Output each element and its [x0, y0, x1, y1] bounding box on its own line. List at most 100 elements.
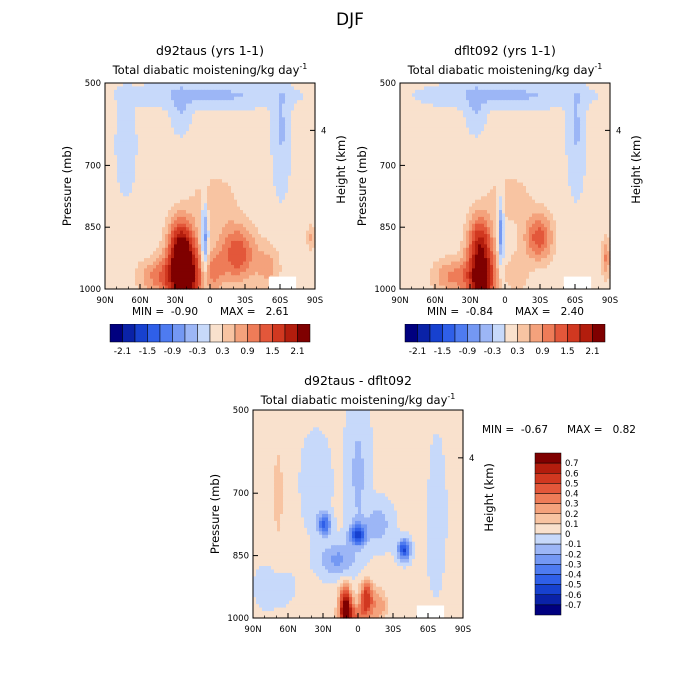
- heat-cell: [174, 168, 178, 173]
- heat-cell: [282, 134, 286, 139]
- heat-cell: [141, 134, 145, 139]
- heat-cell: [228, 199, 232, 204]
- heat-cell: [180, 127, 184, 132]
- heat-cell: [562, 107, 566, 112]
- heat-cell: [406, 96, 410, 101]
- heat-cell: [120, 117, 124, 122]
- heat-cell: [403, 93, 407, 98]
- heat-cell: [252, 186, 256, 191]
- heat-cell: [213, 148, 217, 153]
- heat-cell: [267, 278, 271, 283]
- heat-cell: [312, 100, 316, 105]
- heat-cell: [553, 89, 557, 94]
- heat-cell: [147, 151, 151, 156]
- heat-cell: [222, 230, 226, 235]
- heat-cell: [183, 210, 187, 215]
- heat-cell: [216, 213, 220, 218]
- heat-cell: [487, 107, 491, 112]
- heat-cell: [276, 96, 280, 101]
- heat-cell: [249, 158, 253, 163]
- heat-cell: [258, 83, 262, 88]
- heat-cell: [135, 285, 139, 290]
- heat-cell: [174, 120, 178, 125]
- heat-cell: [300, 103, 304, 108]
- heat-cell: [156, 83, 160, 88]
- heat-cell: [240, 89, 244, 94]
- heat-cell: [478, 96, 482, 101]
- heat-cell: [234, 120, 238, 125]
- heat-cell: [219, 192, 223, 197]
- heat-cell: [132, 285, 136, 290]
- heat-cell: [201, 89, 205, 94]
- heat-cell: [204, 254, 208, 259]
- heat-cell: [165, 227, 169, 232]
- heat-cell: [291, 96, 295, 101]
- heat-cell: [183, 89, 187, 94]
- heat-cell: [282, 268, 286, 273]
- heat-cell: [288, 199, 292, 204]
- heat-cell: [123, 264, 127, 269]
- heat-cell: [237, 261, 241, 266]
- heat-cell: [592, 96, 596, 101]
- heat-cell: [493, 110, 497, 115]
- heat-cell: [303, 168, 307, 173]
- heat-cell: [246, 227, 250, 232]
- heat-cell: [144, 206, 148, 211]
- heat-cell: [312, 210, 316, 215]
- heat-cell: [267, 127, 271, 132]
- heat-cell: [252, 223, 256, 228]
- heat-cell: [123, 186, 127, 191]
- heat-cell: [147, 158, 151, 163]
- heat-cell: [598, 110, 602, 115]
- heat-cell: [192, 251, 196, 256]
- heat-cell: [114, 155, 118, 160]
- heat-cell: [267, 161, 271, 166]
- heat-cell: [213, 137, 217, 142]
- heat-cell: [189, 107, 193, 112]
- heat-cell: [276, 107, 280, 112]
- heat-cell: [231, 206, 235, 211]
- heat-cell: [427, 103, 431, 108]
- heat-cell: [168, 285, 172, 290]
- heat-cell: [129, 210, 133, 215]
- heat-cell: [535, 100, 539, 105]
- heat-cell: [174, 227, 178, 232]
- heat-cell: [105, 192, 109, 197]
- heat-cell: [294, 100, 298, 105]
- heat-cell: [478, 110, 482, 115]
- heat-cell: [249, 168, 253, 173]
- heat-cell: [228, 83, 232, 88]
- heat-cell: [210, 83, 214, 88]
- heat-cell: [243, 237, 247, 242]
- heat-cell: [297, 237, 301, 242]
- heat-cell: [207, 244, 211, 249]
- heat-cell: [291, 264, 295, 269]
- heat-cell: [454, 83, 458, 88]
- heat-cell: [469, 113, 473, 118]
- heat-cell: [183, 189, 187, 194]
- heat-cell: [279, 144, 283, 149]
- heat-cell: [126, 155, 130, 160]
- heat-cell: [237, 93, 241, 98]
- heat-cell: [192, 120, 196, 125]
- heat-cell: [258, 234, 262, 239]
- heat-cell: [156, 158, 160, 163]
- heat-cell: [297, 89, 301, 94]
- heat-cell: [225, 165, 229, 170]
- heat-cell: [231, 254, 235, 259]
- heat-cell: [466, 96, 470, 101]
- heat-cell: [288, 120, 292, 125]
- heat-cell: [195, 107, 199, 112]
- heat-cell: [252, 131, 256, 136]
- heat-cell: [159, 127, 163, 132]
- heat-cell: [312, 271, 316, 276]
- heat-cell: [105, 247, 109, 252]
- heat-cell: [240, 258, 244, 263]
- heat-cell: [306, 127, 310, 132]
- heat-cell: [532, 86, 536, 91]
- heat-cell: [601, 110, 605, 115]
- heat-cell: [174, 134, 178, 139]
- heat-cell: [213, 158, 217, 163]
- heat-cell: [568, 93, 572, 98]
- heat-cell: [141, 203, 145, 208]
